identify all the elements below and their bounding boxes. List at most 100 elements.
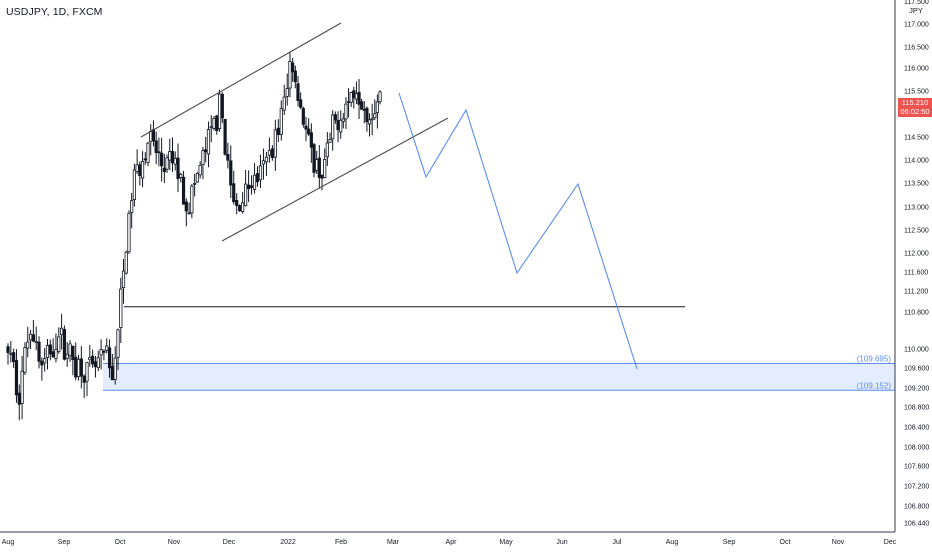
y-tick-label: 107.200 bbox=[904, 484, 929, 491]
candle bbox=[360, 98, 364, 110]
candle bbox=[315, 150, 319, 175]
x-tick-label: Apr bbox=[446, 539, 458, 546]
candle bbox=[273, 119, 277, 171]
candles bbox=[6, 52, 382, 421]
x-tick-label: Nov bbox=[168, 539, 181, 546]
demand-zone[interactable] bbox=[103, 363, 895, 391]
candle bbox=[301, 106, 305, 128]
y-tick-label: 116.500 bbox=[904, 45, 929, 52]
candle bbox=[132, 163, 137, 207]
candle bbox=[346, 88, 351, 118]
candle bbox=[157, 137, 161, 167]
channel-lower-line[interactable] bbox=[221, 117, 449, 242]
candle bbox=[170, 137, 175, 172]
candle bbox=[20, 355, 24, 420]
y-tick-label: 108.800 bbox=[904, 405, 929, 412]
candle bbox=[352, 86, 356, 109]
candle bbox=[140, 151, 145, 188]
candle bbox=[107, 339, 112, 378]
candle bbox=[74, 342, 78, 381]
candle bbox=[168, 138, 172, 171]
candle bbox=[249, 175, 254, 195]
candle bbox=[317, 145, 321, 189]
y-tick-label: 115.500 bbox=[904, 89, 929, 96]
candle bbox=[57, 327, 61, 354]
candle bbox=[34, 326, 38, 351]
y-tick-label: 111.200 bbox=[904, 289, 928, 296]
candle bbox=[59, 313, 64, 350]
candle bbox=[184, 198, 188, 227]
candle bbox=[165, 154, 169, 173]
candle bbox=[154, 131, 158, 165]
projection-path[interactable] bbox=[398, 92, 638, 370]
candle bbox=[65, 342, 69, 367]
candle bbox=[146, 141, 150, 167]
candle bbox=[135, 149, 139, 175]
candle bbox=[143, 152, 147, 165]
candle bbox=[151, 120, 156, 147]
candle bbox=[40, 357, 44, 381]
candle bbox=[54, 333, 58, 363]
x-tick-label: Jun bbox=[556, 539, 567, 546]
y-tick-label: 114.500 bbox=[904, 135, 929, 142]
candle bbox=[339, 110, 343, 139]
y-tick-label: 114.000 bbox=[904, 158, 929, 165]
candle bbox=[62, 325, 67, 361]
y-tick-label: 112.500 bbox=[904, 228, 929, 235]
candle bbox=[226, 142, 230, 169]
candle bbox=[17, 384, 21, 421]
candle bbox=[255, 166, 260, 187]
candle bbox=[119, 277, 123, 344]
candle bbox=[333, 111, 337, 124]
candle bbox=[244, 170, 248, 207]
candle bbox=[173, 151, 177, 171]
candle bbox=[179, 172, 183, 183]
candle bbox=[206, 121, 211, 168]
candle bbox=[82, 374, 86, 398]
candle bbox=[31, 320, 35, 342]
last-price-countdown: 06:02:50 bbox=[900, 107, 930, 116]
candle bbox=[362, 101, 366, 124]
candle bbox=[323, 148, 327, 179]
candle bbox=[79, 346, 83, 389]
y-tick-label: 110.800 bbox=[904, 310, 929, 317]
candle bbox=[96, 350, 100, 372]
channel-upper-line[interactable] bbox=[140, 22, 342, 138]
y-tick-label: 109.600 bbox=[904, 366, 929, 373]
candle bbox=[209, 115, 213, 143]
candle bbox=[93, 355, 98, 378]
candle bbox=[223, 118, 227, 156]
candle bbox=[204, 136, 208, 163]
candle bbox=[187, 202, 191, 215]
candle bbox=[373, 99, 377, 121]
candle bbox=[246, 170, 251, 203]
candle bbox=[102, 349, 106, 361]
candle bbox=[121, 259, 126, 304]
last-price-value: 115.210 bbox=[901, 98, 929, 107]
candle bbox=[375, 94, 379, 129]
y-tick-label: 106.440 bbox=[904, 521, 929, 528]
candle bbox=[307, 118, 311, 136]
symbol-title: USDJPY, 1D, FXCM bbox=[6, 6, 103, 18]
y-tick-label: 113.500 bbox=[904, 181, 929, 188]
candle bbox=[14, 349, 19, 403]
candle bbox=[264, 151, 269, 176]
candle bbox=[48, 339, 52, 361]
candle bbox=[341, 112, 345, 129]
candle bbox=[354, 81, 359, 104]
candle bbox=[291, 58, 295, 82]
candle bbox=[357, 79, 361, 119]
candle bbox=[212, 116, 216, 131]
candle bbox=[113, 346, 117, 385]
y-tick-label: 113.000 bbox=[904, 205, 929, 212]
y-tick-label: 107.600 bbox=[904, 464, 929, 471]
candle bbox=[336, 111, 340, 143]
y-tick-label: 112.000 bbox=[904, 251, 929, 258]
last-price-tag: 115.210 06:02:50 bbox=[898, 98, 932, 117]
candle bbox=[288, 52, 292, 98]
candle bbox=[220, 92, 224, 124]
y-tick-label: 117.500 bbox=[904, 0, 929, 6]
candle bbox=[217, 89, 222, 132]
